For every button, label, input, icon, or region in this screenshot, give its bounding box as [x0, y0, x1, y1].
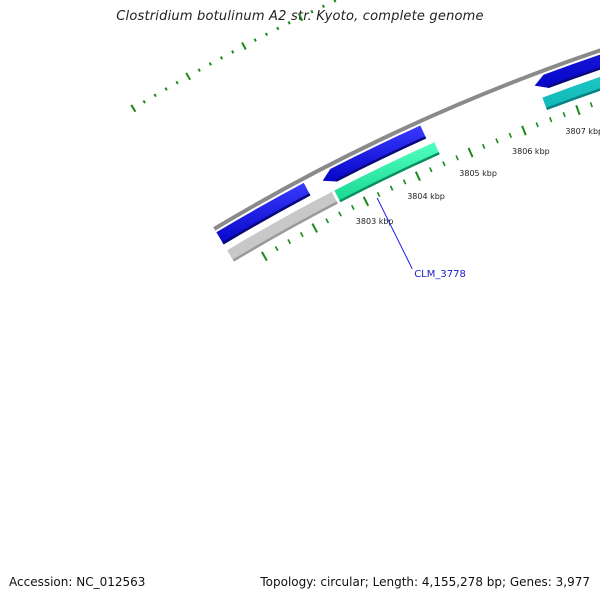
genome-backbone: [213, 48, 600, 231]
reverse-cds-gene-edge: [546, 88, 600, 111]
minor-tick: [549, 117, 553, 123]
minor-tick: [389, 185, 394, 191]
outer-scale-dot: [310, 9, 314, 14]
outer-scale-dot: [164, 87, 168, 91]
minor-tick: [495, 138, 499, 144]
outer-scale-dot: [208, 62, 212, 66]
major-tick: [521, 125, 527, 136]
minor-tick: [338, 211, 342, 217]
tick-label: 3807 kbp: [565, 127, 600, 136]
outer-scale-dot: [142, 100, 146, 104]
reverse-gene-grey-edge: [232, 201, 338, 262]
tick-label: 3806 kbp: [512, 147, 550, 156]
outer-scale-dot: [287, 21, 291, 25]
minor-tick: [535, 122, 539, 128]
outer-scale-dot: [241, 41, 247, 50]
label-layer: 3803 kbp 3804 kbp 3805 kbp 3806 kbp 3807 kbp…: [356, 127, 600, 280]
outer-scale-dot: [197, 68, 201, 72]
forward-gene-cgs[interactable]: [534, 0, 600, 88]
major-tick: [575, 105, 581, 116]
minor-tick: [562, 111, 566, 118]
forward-gene-left[interactable]: [322, 125, 427, 182]
minor-tick: [350, 204, 355, 211]
minor-tick: [287, 238, 292, 245]
minor-tick: [402, 179, 407, 185]
backbone-layer: [213, 48, 600, 231]
outer-scale-dot: [321, 4, 325, 9]
reverse-other-gene-clm3778-edge: [339, 152, 440, 203]
minor-tick: [481, 143, 486, 150]
outer-scale-dots: [130, 0, 337, 113]
outer-scale-dot: [264, 32, 269, 37]
outer-scale-dot: [219, 56, 224, 60]
feature-layer: [216, 0, 600, 262]
minor-tick: [299, 231, 304, 238]
reverse-cds-gene[interactable]: [542, 0, 600, 110]
tick-label: 3805 kbp: [459, 169, 497, 178]
major-tick: [311, 223, 318, 233]
major-tick: [467, 147, 474, 158]
outer-scale-dot: [130, 104, 137, 113]
reverse-gene-grey[interactable]: [227, 191, 338, 262]
minor-tick: [442, 161, 446, 167]
major-tick: [260, 251, 268, 262]
minor-tick: [325, 218, 330, 224]
minor-tick: [589, 102, 593, 108]
outer-scale-dot: [333, 0, 337, 3]
forward-gene-edge-edge: [222, 193, 311, 245]
minor-tick: [376, 191, 381, 198]
minor-tick: [429, 167, 433, 173]
major-tick: [414, 171, 421, 182]
forward-gene-left-edge: [335, 136, 427, 182]
gene-label-leader: [376, 197, 413, 269]
minor-tick: [508, 132, 513, 139]
forward-gene-cgs-edge: [547, 67, 600, 89]
outer-scale-dot: [175, 80, 179, 85]
tick-label: 3803 kbp: [356, 217, 394, 226]
minor-tick: [274, 246, 279, 252]
minor-tick: [455, 155, 459, 161]
tick-label: 3804 kbp: [407, 192, 445, 201]
outer-scale-dot: [297, 13, 304, 22]
outer-scale-dot: [231, 50, 235, 54]
topology-text: Topology: circular; Length: 4,155,278 bp…: [260, 575, 590, 589]
major-tick: [362, 196, 370, 207]
gene-label[interactable]: CLM_3778: [414, 269, 466, 280]
outer-scale-dot: [276, 26, 280, 31]
outer-scale-dot: [153, 93, 157, 98]
inner-tick-layer: [260, 102, 593, 262]
outer-scale-dot: [185, 72, 192, 81]
outer-scale-dot: [253, 38, 257, 42]
reverse-other-gene-clm3778[interactable]: [334, 142, 440, 203]
accession-text: Accession: NC_012563: [9, 575, 146, 589]
forward-gene-edge[interactable]: [216, 182, 311, 245]
